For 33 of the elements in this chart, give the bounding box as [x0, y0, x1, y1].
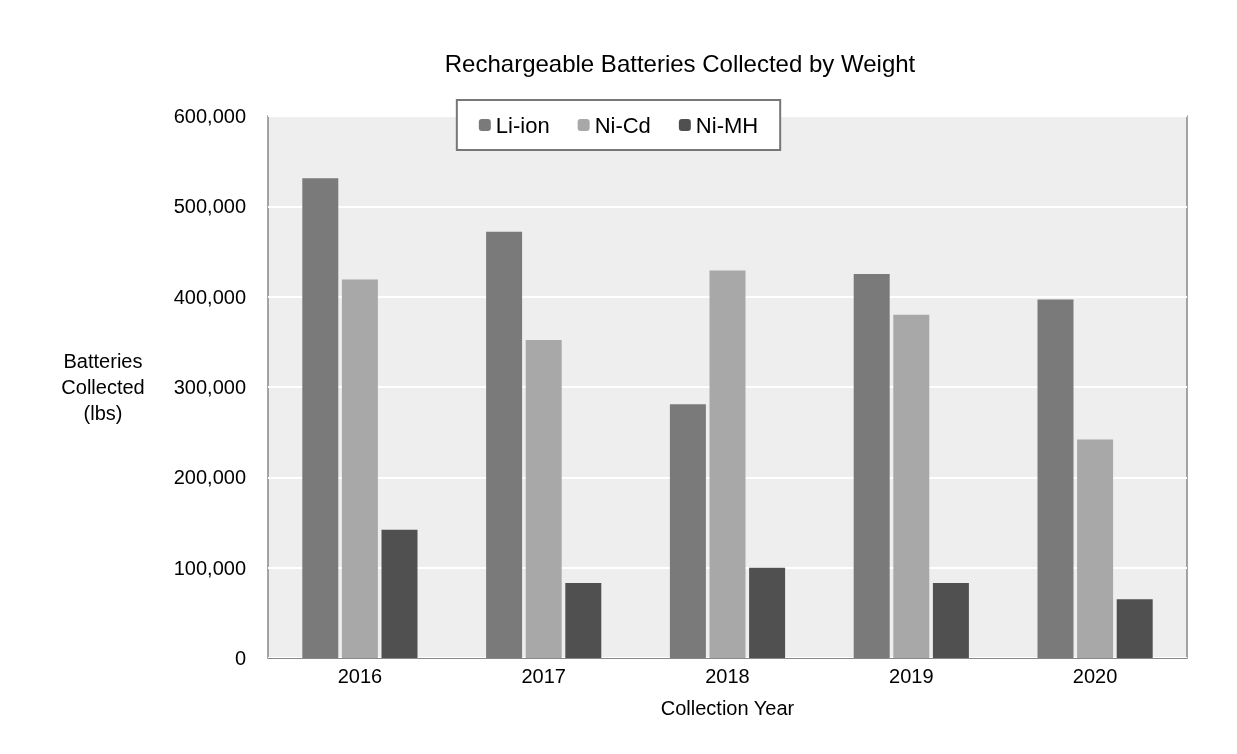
- bar: [486, 231, 523, 658]
- y-tick-label: 0: [234, 647, 246, 669]
- x-tick-label: 2016: [337, 665, 383, 687]
- bar: [341, 279, 378, 658]
- legend-label: Ni-Cd: [594, 112, 651, 138]
- y-tick-label: 400,000: [173, 285, 246, 308]
- legend-label: Li-ion: [495, 112, 550, 138]
- bar: [709, 270, 746, 658]
- y-tick-label: 200,000: [173, 466, 246, 489]
- bar: [565, 583, 602, 658]
- y-axis-title: Batteries Collected (lbs): [61, 350, 145, 424]
- bar: [669, 404, 706, 658]
- legend-label: Ni-MH: [695, 112, 759, 138]
- bar: [525, 340, 562, 658]
- x-axis-title: Collection Year: [660, 697, 795, 719]
- bar: [302, 178, 339, 658]
- x-tick-label: 2017: [521, 665, 566, 687]
- bar: [932, 583, 969, 658]
- x-tick-label: 2020: [1072, 665, 1118, 687]
- bar: [853, 274, 890, 658]
- x-tick-label: 2018: [705, 665, 750, 687]
- bar: [1037, 299, 1074, 658]
- chart-title: Rechargeable Batteries Collected by Weight: [444, 49, 916, 77]
- bar: [749, 567, 786, 658]
- y-tick-label: 300,000: [173, 376, 246, 398]
- bar: [1077, 439, 1114, 658]
- bar: [893, 314, 930, 658]
- y-tick-label: 600,000: [173, 105, 246, 127]
- y-tick-label: 500,000: [173, 195, 246, 218]
- bar: [381, 529, 418, 658]
- y-tick-label: 100,000: [173, 556, 246, 579]
- bar: [1116, 599, 1153, 658]
- x-tick-label: 2019: [889, 665, 934, 687]
